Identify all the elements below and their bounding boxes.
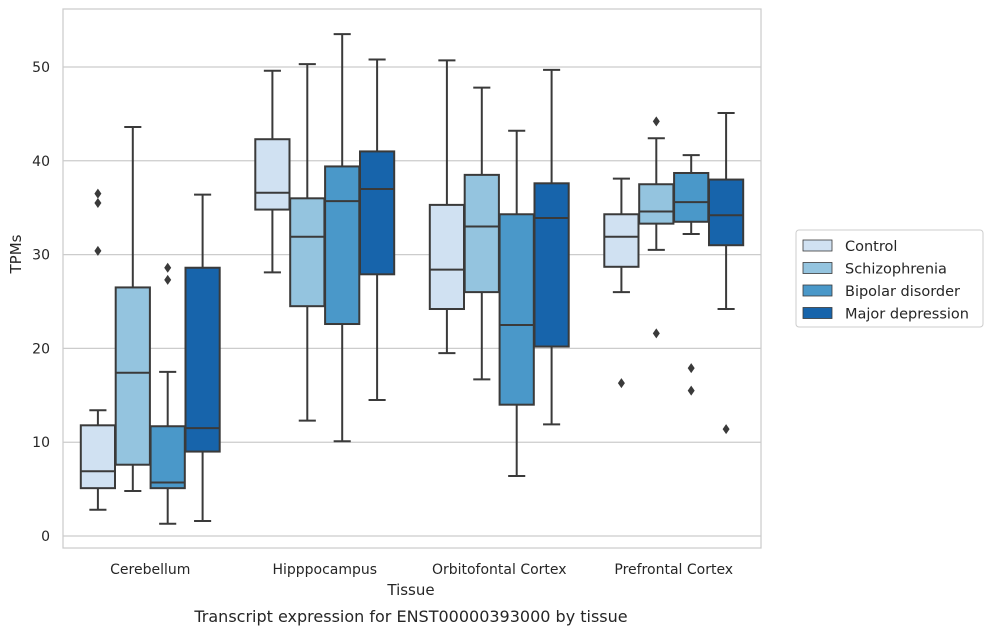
- legend-label: Schizophrenia: [845, 262, 947, 278]
- box: [149, 425, 186, 490]
- box: [324, 165, 361, 326]
- box: [463, 173, 500, 294]
- box-group: [289, 63, 326, 422]
- series-schizophrenia: [114, 63, 675, 492]
- box: [638, 183, 675, 225]
- y-tick-label: 10: [32, 435, 50, 451]
- legend-swatch: [802, 239, 833, 252]
- box-group: [707, 111, 745, 435]
- outlier-point: [722, 424, 730, 435]
- box-group: [324, 33, 361, 443]
- x-axis-ticks: Cerebellum Hipppocampus Orbitofontal Corte…: [110, 562, 733, 578]
- outlier-point: [164, 274, 172, 285]
- box-group: [428, 59, 466, 355]
- outlier-point: [94, 198, 102, 209]
- legend-swatch: [802, 284, 833, 297]
- x-tick-label: Orbitofontal Cortex: [432, 562, 567, 578]
- box: [498, 213, 535, 406]
- outlier-point: [94, 188, 102, 199]
- box-group: [638, 116, 675, 339]
- box-group: [533, 68, 570, 426]
- legend-label: Control: [845, 239, 897, 255]
- box: [254, 138, 291, 211]
- legend-frame: [795, 229, 984, 328]
- box-group: [673, 154, 710, 396]
- series-major-depression: [184, 58, 745, 522]
- chart-caption: Transcript expression for ENST0000039300…: [193, 607, 627, 626]
- outlier-point: [687, 363, 695, 374]
- y-tick-label: 30: [32, 248, 50, 264]
- plot-frame: [62, 8, 762, 549]
- box-group: [254, 69, 291, 274]
- box: [79, 424, 117, 490]
- series-control: [79, 59, 640, 511]
- outlier-point: [617, 378, 625, 389]
- box: [289, 197, 326, 308]
- box-group: [114, 126, 151, 492]
- y-tick-label: 40: [32, 154, 50, 170]
- legend-label: Major depression: [845, 307, 969, 323]
- legend: Control Schizophrenia Bipolar disorder Majo…: [795, 229, 984, 328]
- box: [673, 171, 710, 223]
- box-group: [358, 58, 396, 401]
- y-tick-label: 50: [32, 60, 50, 76]
- outlier-point: [94, 245, 102, 256]
- box-group: [184, 193, 221, 522]
- y-axis-ticks: 0 10 20 30 40 50: [32, 60, 50, 545]
- y-axis-label: TPMs: [7, 234, 25, 274]
- legend-swatch: [802, 262, 833, 274]
- boxplot-series: [79, 33, 745, 525]
- outlier-point: [164, 262, 172, 273]
- x-tick-label: Prefrontal Cortex: [614, 562, 733, 578]
- x-tick-label: Hipppocampus: [272, 562, 377, 578]
- outlier-point: [652, 328, 660, 339]
- box: [533, 182, 570, 348]
- outlier-point: [687, 385, 695, 396]
- box-group: [149, 262, 186, 525]
- outlier-point: [652, 116, 660, 127]
- box: [707, 178, 745, 247]
- box-group: [603, 177, 640, 389]
- box-group: [79, 188, 117, 511]
- series-bipolar-disorder: [149, 33, 710, 525]
- box-group: [498, 129, 535, 477]
- box: [114, 286, 151, 466]
- x-axis-label: Tissue: [386, 581, 434, 599]
- box-group: [463, 86, 500, 381]
- box: [428, 203, 466, 311]
- legend-label: Bipolar disorder: [845, 284, 960, 300]
- y-tick-label: 0: [41, 529, 50, 545]
- box: [358, 150, 396, 276]
- legend-swatch: [802, 307, 833, 319]
- x-tick-label: Cerebellum: [110, 562, 190, 578]
- box: [603, 213, 640, 268]
- box: [184, 266, 221, 453]
- y-tick-label: 20: [32, 341, 50, 357]
